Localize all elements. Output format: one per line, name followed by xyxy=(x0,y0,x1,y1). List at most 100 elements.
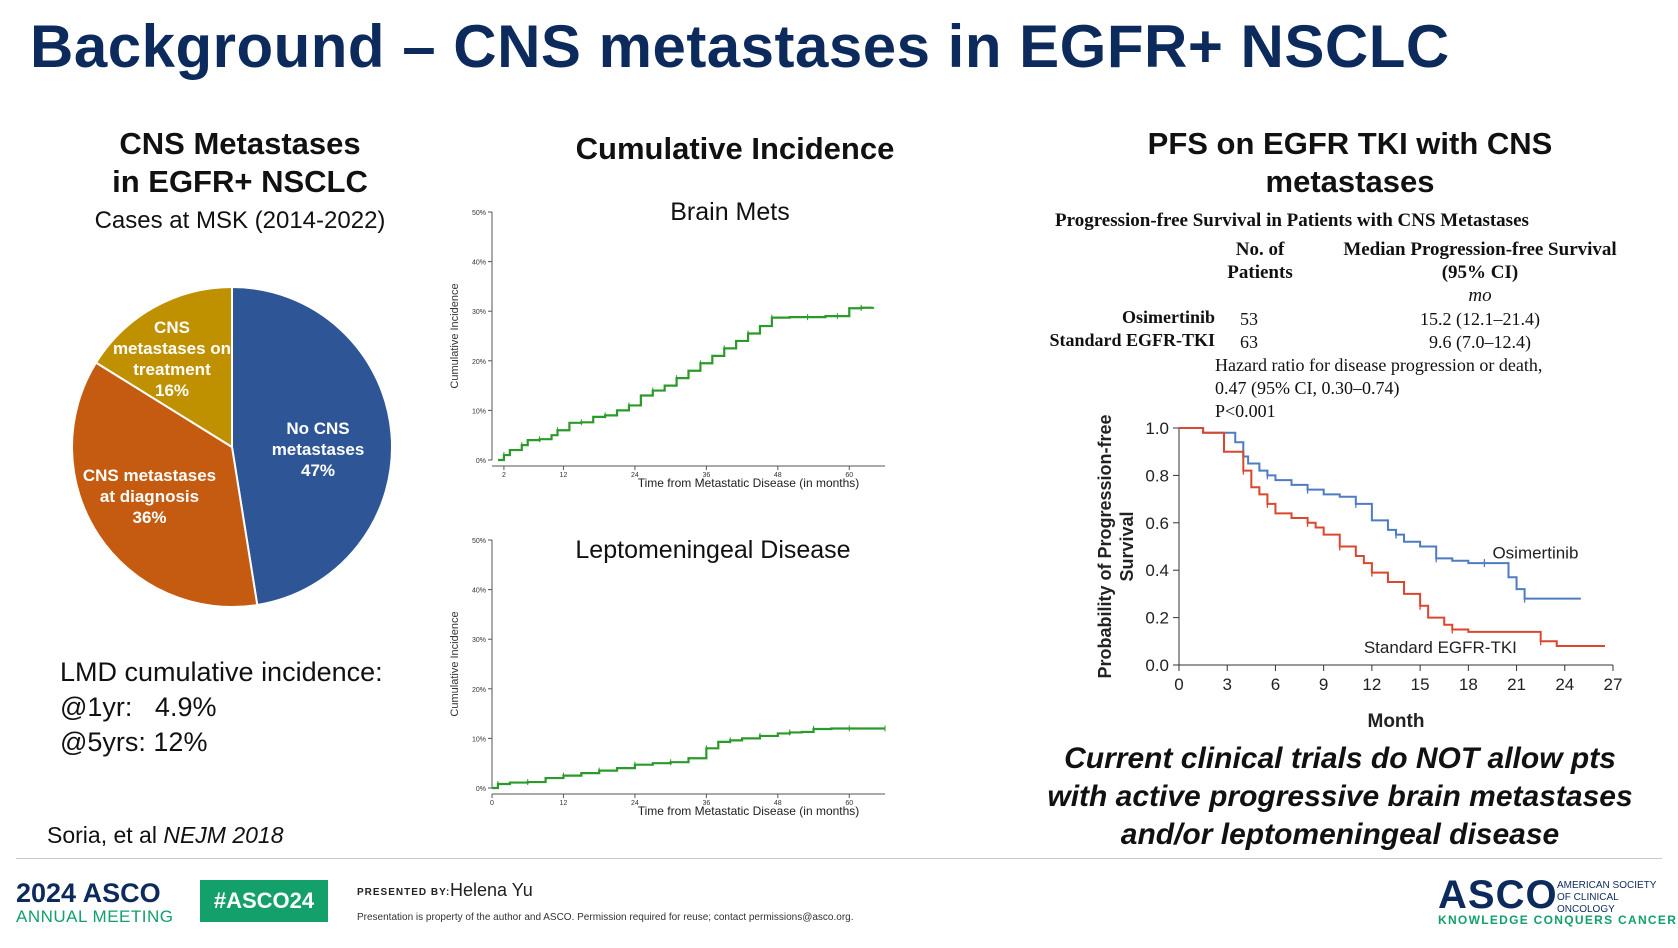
col-median-line2: (95% CI) xyxy=(1441,262,1519,283)
lmd-xtick-label: 0 xyxy=(490,800,494,807)
pfs-xtick-label: 27 xyxy=(1604,675,1623,694)
pie-value-at-diagnosis: 36% xyxy=(132,508,167,527)
citation: Soria, et al NEJM 2018 xyxy=(47,822,284,849)
pfs-heading: PFS on EGFR TKI with CNS metastases xyxy=(1060,125,1640,201)
brain-xtick-label: 2 xyxy=(502,472,506,479)
brain-ytick-label: 40% xyxy=(472,260,486,267)
asco-society-name: AMERICAN SOCIETY OF CLINICAL ONCOLOGY xyxy=(1557,880,1657,915)
pfs-xtick-label: 9 xyxy=(1319,675,1328,694)
pfs-xtick-label: 6 xyxy=(1271,675,1280,694)
asco-annual-meeting-text: ANNUAL MEETING xyxy=(16,907,174,926)
pfs-table-title: Progression-free Survival in Patients wi… xyxy=(1055,210,1529,231)
brain-title: Brain Mets xyxy=(670,200,789,226)
lmd-ytick-label: 10% xyxy=(472,736,486,743)
pfs-ytick-label: 0.4 xyxy=(1145,561,1169,580)
hazard-ratio-line2: 0.47 (95% CI, 0.30–0.74) xyxy=(1215,378,1400,398)
row-osimertinib-arm: Osimertinib xyxy=(1122,307,1215,327)
pie-heading-line2: in EGFR+ NSCLC xyxy=(112,164,368,199)
asco-logo: ASCO xyxy=(1438,873,1558,917)
pie-slice-no-cns xyxy=(231,285,393,607)
brain-ytick-label: 30% xyxy=(472,309,486,316)
pfs-xtick-label: 24 xyxy=(1555,675,1574,694)
footer-divider xyxy=(16,858,1662,859)
col-median-line1: Median Progression-free Survival xyxy=(1343,239,1617,260)
pie-value-no-cns: 47% xyxy=(300,461,336,480)
brain-xlabel: Time from Metastatic Disease (in months) xyxy=(638,476,860,490)
lmd-ytick-label: 0% xyxy=(476,786,486,793)
hazard-ratio: Hazard ratio for disease progression or … xyxy=(1215,354,1542,423)
row-osimertinib-n: 53 xyxy=(1240,309,1258,329)
brain-ylabel: Cumulative Incidence xyxy=(449,283,461,388)
presented-by-label: PRESENTED BY: xyxy=(357,887,451,898)
pfs-xlabel: Month xyxy=(1368,711,1425,732)
lmd-xtick-label: 12 xyxy=(560,800,568,807)
pie-slice-on-treatment xyxy=(94,285,233,449)
pfs-ylabel-line1: Probability of Progression-free xyxy=(1095,414,1115,678)
pfs-heading-line1: PFS on EGFR TKI with CNS xyxy=(1147,126,1553,161)
pfs-ytick-label: 0.0 xyxy=(1145,656,1169,675)
pie-slice-at-diagnosis xyxy=(71,361,259,608)
pfs-xtick-label: 3 xyxy=(1222,675,1231,694)
asco-tagline: KNOWLEDGE CONQUERS CANCER xyxy=(1438,913,1678,927)
col-median-header: Median Progression-free Survival (95% CI… xyxy=(1330,238,1630,307)
pfs-ytick-label: 0.6 xyxy=(1145,514,1169,533)
brain-xtick-label: 36 xyxy=(702,472,710,479)
lmd-xtick-label: 60 xyxy=(845,800,853,807)
citation-authors: Soria, et al xyxy=(47,822,164,848)
pie-label-at-diagnosis-text: CNS metastases at diagnosis xyxy=(82,466,217,506)
lmd-line xyxy=(492,727,885,790)
lmd-5yrs: @5yrs: 12% xyxy=(60,727,208,757)
pie-chart xyxy=(71,285,393,608)
row-standard-n: 63 xyxy=(1240,332,1258,352)
brain-xtick-label: 60 xyxy=(845,472,853,479)
pie-label-no-cns: No CNS metastases 47% xyxy=(258,418,378,481)
col-patients-line2: Patients xyxy=(1227,262,1293,283)
lmd-xlabel: Time from Metastatic Disease (in months) xyxy=(638,804,860,818)
col-patients-header: No. of Patients xyxy=(1200,238,1320,284)
lmd-xtick-label: 36 xyxy=(702,800,710,807)
slide-title: Background – CNS metastases in EGFR+ NSC… xyxy=(30,13,1450,80)
lmd-chart: Leptomeningeal Disease 0% 10% 20% 30% 40% 50% 0… xyxy=(449,536,886,818)
lmd-title: Leptomeningeal Disease xyxy=(575,536,850,564)
pie-label-at-diagnosis: CNS metastases at diagnosis 36% xyxy=(82,465,217,528)
col-patients-line1: No. of xyxy=(1235,239,1285,260)
p-value: P<0.001 xyxy=(1215,401,1276,421)
pfs-xtick-label: 0 xyxy=(1174,675,1183,694)
row-osimertinib-median: 15.2 (12.1–21.4) xyxy=(1420,309,1540,329)
pfs-ytick-label: 1.0 xyxy=(1145,419,1169,438)
pfs-heading-line2: metastases xyxy=(1265,164,1435,199)
lmd-xtick-label: 24 xyxy=(631,800,639,807)
incidence-heading: Cumulative Incidence xyxy=(575,131,895,166)
lmd-ytick-label: 30% xyxy=(472,637,486,644)
pie-label-on-treatment: CNS metastases on treatment 16% xyxy=(112,317,232,401)
pfs-ytick-label: 0.8 xyxy=(1145,466,1169,485)
brain-mets-chart: Brain Mets 0% 10% 20% 30% 40% 50% 2 12 24 36 48 60 Cu… xyxy=(449,200,885,490)
row-standard-median: 9.6 (7.0–12.4) xyxy=(1429,332,1531,352)
pfs-ylabel: Probability of Progression-free Survival xyxy=(1095,414,1137,678)
pie-value-on-treatment: 16% xyxy=(154,381,190,400)
brain-line xyxy=(497,306,875,462)
pie-heading-line1: CNS Metastases xyxy=(119,126,361,161)
pie-heading: CNS Metastases in EGFR+ NSCLC xyxy=(60,125,420,201)
pie-label-no-cns-text: No CNS metastases xyxy=(271,419,365,459)
trial-note-line3: and/or leptomeningeal disease xyxy=(1120,818,1560,851)
lmd-label: LMD cumulative incidence: xyxy=(60,657,383,687)
pie-label-on-treatment-text: CNS metastases on treatment xyxy=(112,318,232,379)
pfs-osimertinib-label: Osimertinib xyxy=(1492,543,1578,562)
brain-xtick-label: 12 xyxy=(560,472,568,479)
trial-note-line2: with active progressive brain metastases xyxy=(1047,780,1633,813)
pfs-standard-label: Standard EGFR-TKI xyxy=(1364,638,1517,657)
lmd-ytick-label: 50% xyxy=(472,538,486,545)
row-standard-arm: Standard EGFR-TKI xyxy=(1049,330,1215,350)
hashtag-badge: #ASCO24 xyxy=(200,880,328,922)
brain-ytick-label: 50% xyxy=(472,210,486,217)
pfs-xtick-label: 15 xyxy=(1411,675,1430,694)
footer-disclaimer: Presentation is property of the author a… xyxy=(357,912,854,923)
brain-xtick-label: 24 xyxy=(631,472,639,479)
brain-ytick-label: 0% xyxy=(476,458,486,465)
citation-journal: NEJM 2018 xyxy=(163,822,284,848)
pie-subheading: Cases at MSK (2014-2022) xyxy=(94,207,386,234)
lmd-1yr: @1yr: 4.9% xyxy=(60,692,217,722)
pfs-standard-line xyxy=(1179,427,1605,648)
pfs-xtick-label: 21 xyxy=(1507,675,1526,694)
